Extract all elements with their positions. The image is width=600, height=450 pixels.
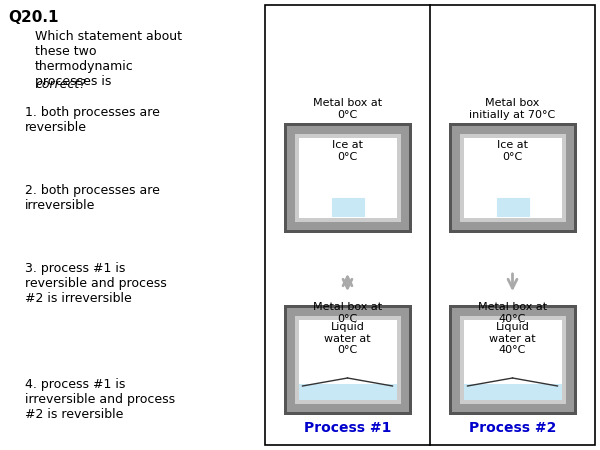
Text: Q20.1: Q20.1 (8, 10, 59, 25)
Text: Liquid
water at
40°C: Liquid water at 40°C (489, 322, 536, 355)
Bar (464, 320, 562, 400)
Bar (299, 138, 397, 218)
Text: 4. process #1 is
irreversible and process
#2 is reversible: 4. process #1 is irreversible and proces… (25, 378, 175, 421)
Text: Ice at
0°C: Ice at 0°C (497, 140, 528, 162)
Text: correct?: correct? (35, 78, 86, 91)
Bar (449, 123, 577, 233)
Bar (464, 384, 562, 400)
Text: Liquid
water at
0°C: Liquid water at 0°C (324, 322, 371, 355)
Text: Process #1: Process #1 (304, 421, 391, 435)
Text: 1. both processes are
reversible: 1. both processes are reversible (25, 106, 160, 134)
Text: Which statement about
these two
thermodynamic
processes is: Which statement about these two thermody… (35, 30, 182, 88)
Text: Metal box at
0°C: Metal box at 0°C (313, 302, 382, 324)
Text: 3. process #1 is
reversible and process
#2 is irreversible: 3. process #1 is reversible and process … (25, 262, 167, 305)
Text: 2. both processes are
irreversible: 2. both processes are irreversible (25, 184, 160, 212)
Bar (331, 198, 364, 216)
Bar (299, 384, 397, 400)
Bar (464, 138, 562, 218)
Text: Metal box at
40°C: Metal box at 40°C (478, 302, 547, 324)
Bar (287, 126, 409, 230)
Text: Process #2: Process #2 (469, 421, 556, 435)
Bar (460, 134, 566, 222)
Bar (452, 126, 574, 230)
Text: Metal box
initially at 70°C: Metal box initially at 70°C (469, 99, 556, 120)
Bar (287, 308, 409, 412)
Bar (449, 305, 577, 415)
Bar (265, 5, 595, 445)
Bar (299, 320, 397, 400)
Text: Ice at
0°C: Ice at 0°C (332, 140, 363, 162)
Bar (284, 305, 412, 415)
Bar (460, 316, 566, 404)
Bar (497, 198, 529, 216)
Text: Metal box at
0°C: Metal box at 0°C (313, 99, 382, 120)
Bar (295, 316, 401, 404)
Bar (295, 134, 401, 222)
Bar (452, 308, 574, 412)
Bar (284, 123, 412, 233)
